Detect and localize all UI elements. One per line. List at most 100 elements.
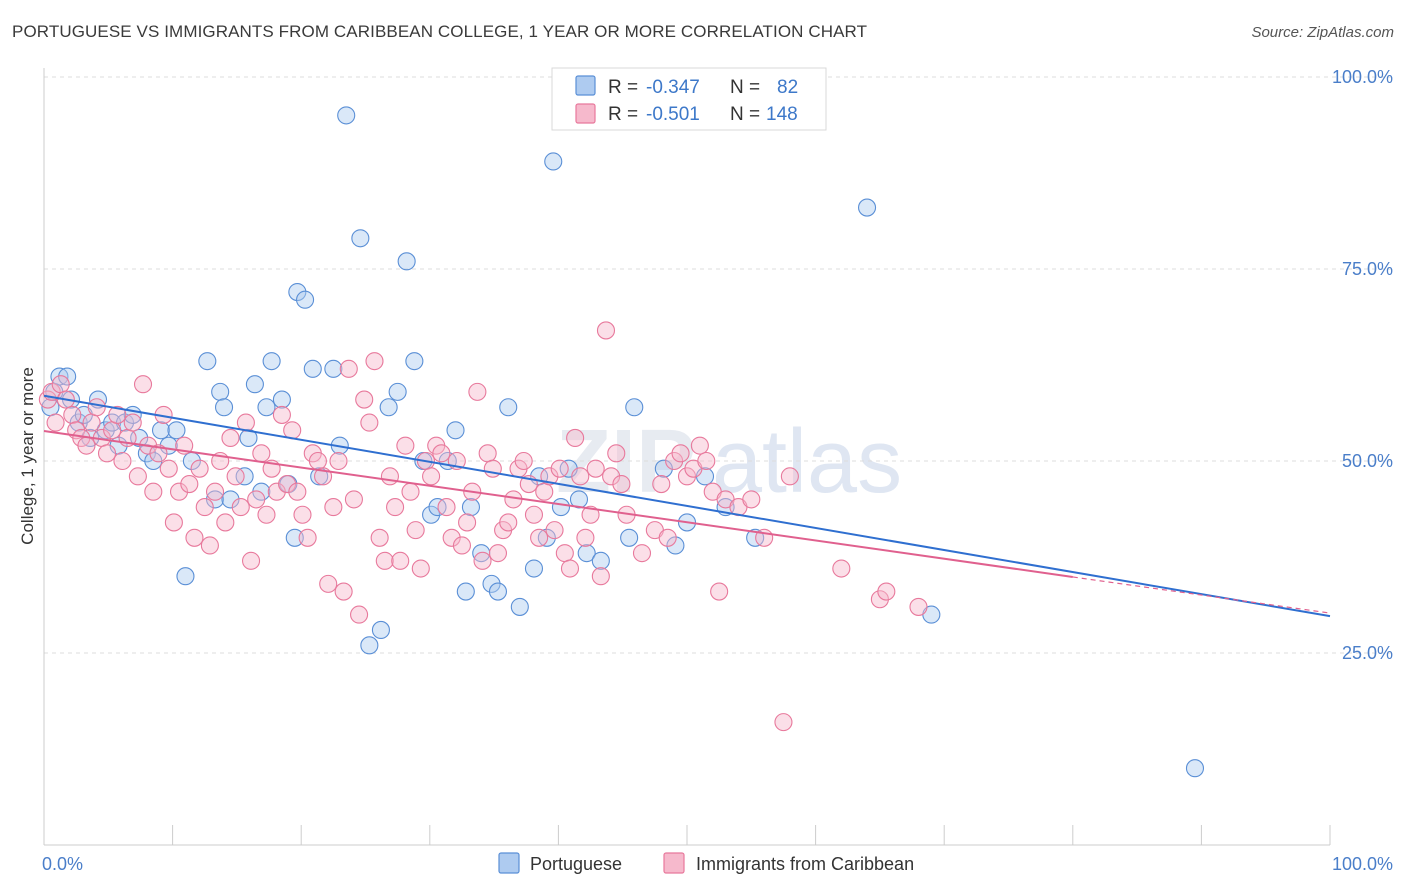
bottom-legend: Portuguese Immigrants from Caribbean	[498, 852, 914, 874]
portuguese-point-48	[397, 252, 416, 271]
caribbean-point-63	[360, 413, 379, 432]
portuguese-point-71	[620, 528, 639, 547]
caribbean-point-38	[231, 498, 250, 517]
bottom-legend-swatch-caribbean	[663, 852, 685, 874]
caribbean-point-64	[365, 352, 384, 371]
x-ticks	[43, 825, 1331, 845]
caribbean-point-47	[278, 474, 297, 494]
caribbean-point-15	[113, 451, 132, 471]
portuguese-point-44	[360, 636, 379, 655]
caribbean-point-125	[710, 582, 729, 601]
caribbean-point-100	[550, 459, 569, 478]
bottom-legend-label-portuguese: Portuguese	[530, 854, 622, 874]
caribbean-point-58	[334, 582, 353, 601]
legend-r-value-1: -0.347	[646, 77, 700, 98]
bottom-legend-label-caribbean: Immigrants from Caribbean	[696, 854, 914, 874]
caribbean-point-14	[108, 405, 127, 424]
portuguese-point-23	[205, 490, 225, 509]
caribbean-point-135	[909, 597, 928, 616]
trend-line-caribbean	[43, 430, 1073, 578]
caribbean-point-123	[697, 451, 716, 471]
caribbean-point-25	[164, 513, 183, 532]
caribbean-point-103	[566, 428, 585, 448]
trend-line-portuguese	[43, 394, 1331, 618]
legend-n-value-2: 148	[766, 104, 798, 125]
portuguese-point-47	[388, 382, 407, 401]
portuguese-point-32	[262, 352, 281, 371]
caribbean-point-35	[216, 513, 235, 532]
caribbean-point-61	[350, 605, 369, 624]
portuguese-point-17	[151, 421, 171, 440]
caribbean-point-29	[185, 528, 204, 547]
chart-title: PORTUGUESE VS IMMIGRANTS FROM CARIBBEAN …	[12, 22, 868, 41]
portuguese-point-54	[446, 421, 465, 440]
caribbean-point-42	[252, 444, 271, 463]
caribbean-point-21	[144, 482, 163, 501]
caribbean-point-45	[267, 482, 286, 501]
bottom-legend-swatch-portuguese	[498, 852, 520, 874]
caribbean-point-17	[123, 413, 142, 432]
caribbean-point-65	[370, 528, 389, 547]
caribbean-point-70	[396, 436, 415, 455]
caribbean-point-68	[386, 498, 405, 517]
caribbean-point-12	[97, 444, 117, 463]
caribbean-point-56	[324, 498, 343, 517]
portuguese-point-72	[625, 398, 644, 417]
caribbean-point-120	[677, 467, 697, 486]
portuguese-point-60	[499, 398, 518, 417]
portuguese-point-45	[371, 620, 390, 640]
caribbean-point-128	[742, 490, 761, 509]
caribbean-point-130	[774, 713, 793, 732]
caribbean-point-37	[226, 467, 245, 486]
caribbean-point-101	[555, 544, 574, 563]
portuguese-point-40	[324, 359, 343, 378]
caribbean-point-116	[652, 474, 671, 494]
caribbean-point-117	[658, 528, 677, 547]
caribbean-point-82	[458, 513, 477, 532]
caribbean-point-79	[442, 528, 461, 547]
portuguese-point-38	[303, 359, 322, 378]
caribbean-point-2	[46, 413, 65, 432]
portuguese-point-55	[456, 582, 475, 601]
caribbean-point-90	[499, 513, 518, 532]
caribbean-point-97	[535, 482, 554, 501]
caribbean-point-122	[690, 436, 709, 455]
caribbean-point-131	[780, 467, 799, 486]
caribbean-point-78	[437, 498, 456, 517]
portuguese-point-70	[591, 551, 610, 570]
caribbean-point-112	[612, 474, 631, 494]
caribbean-point-108	[591, 567, 610, 586]
caribbean-point-105	[576, 528, 595, 547]
portuguese-point-73	[654, 459, 673, 478]
caribbean-point-36	[221, 428, 240, 448]
legend-n-label-1: N =	[730, 77, 760, 98]
portuguese-point-35	[285, 528, 304, 547]
caribbean-point-9	[82, 413, 101, 432]
portuguese-point-29	[245, 375, 264, 394]
caribbean-point-18	[128, 467, 147, 486]
portuguese-point-33	[272, 390, 291, 409]
caribbean-point-104	[571, 467, 590, 486]
portuguese-point-59	[488, 582, 508, 601]
caribbean-point-102	[560, 559, 580, 578]
legend-r-label-1: R =	[608, 77, 638, 98]
caribbean-point-59	[339, 359, 358, 378]
caribbean-point-106	[581, 505, 600, 524]
caribbean-point-50	[293, 505, 312, 524]
portuguese-point-74	[666, 536, 685, 555]
caribbean-point-55	[319, 574, 338, 593]
caribbean-point-3	[51, 375, 70, 394]
caribbean-point-30	[190, 459, 209, 478]
caribbean-point-31	[195, 498, 214, 517]
portuguese-point-19	[167, 421, 186, 440]
caribbean-point-72	[406, 521, 425, 540]
portuguese-point-66	[551, 498, 571, 517]
caribbean-point-41	[247, 490, 266, 509]
portuguese-point-37	[296, 290, 315, 309]
x-tick-label-end: 100.0%	[1332, 854, 1393, 874]
caribbean-point-110	[602, 467, 621, 486]
portuguese-point-61	[510, 597, 529, 616]
portuguese-point-46	[379, 398, 398, 417]
y-tick-label-25: 25.0%	[1342, 643, 1393, 663]
